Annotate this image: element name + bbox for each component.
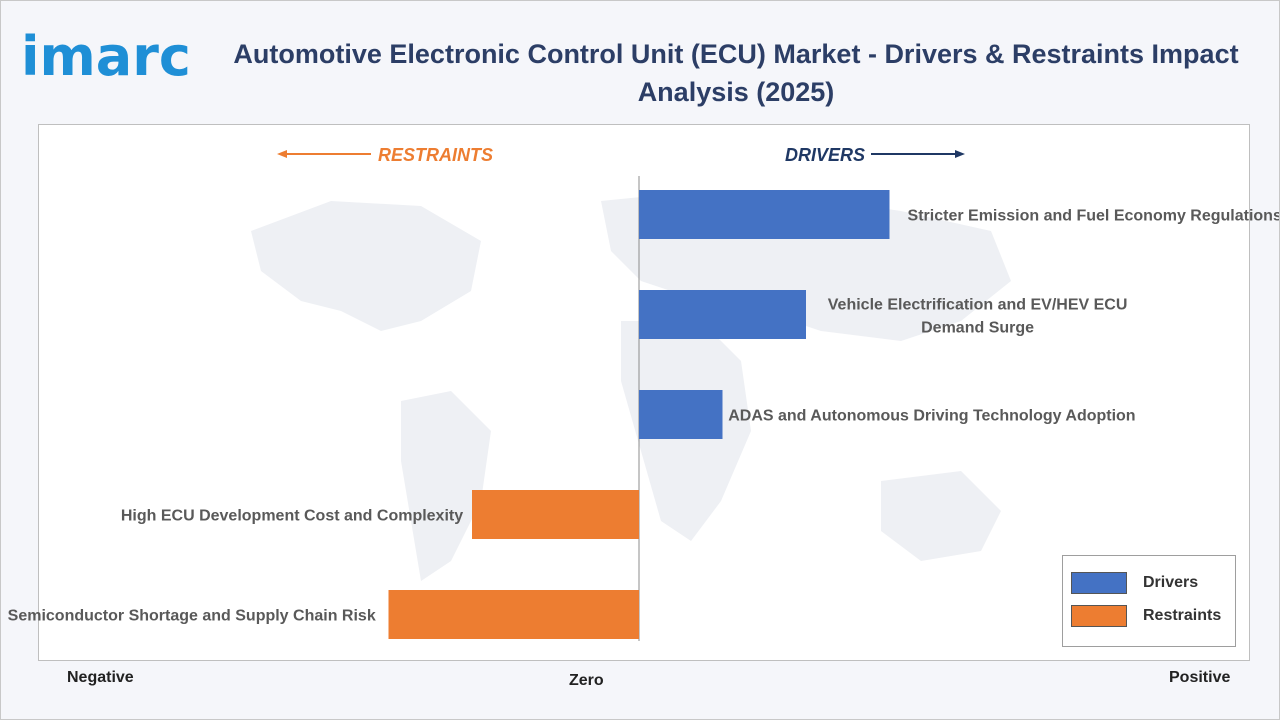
drivers-direction-label: DRIVERS: [785, 145, 865, 165]
bars-group: Stricter Emission and Fuel Economy Regul…: [8, 190, 1279, 639]
legend-label-drivers: Drivers: [1143, 574, 1199, 591]
legend: Drivers Restraints: [1062, 555, 1236, 647]
driver-label-2: Vehicle Electrification and EV/HEV ECU De…: [828, 297, 1128, 337]
restraints-direction-label: RESTRAINTS: [378, 145, 493, 165]
legend-swatch-drivers: [1071, 572, 1127, 594]
restraints-direction: RESTRAINTS: [277, 145, 493, 165]
restraint-label-2: Semiconductor Shortage and Supply Chain …: [8, 608, 376, 625]
restraint-bar-2: [388, 590, 639, 639]
driver-label-3: ADAS and Autonomous Driving Technology A…: [728, 408, 1135, 425]
driver-bar-1: [639, 190, 890, 239]
legend-item-restraints: Restraints: [1071, 605, 1221, 627]
restraint-label-1: High ECU Development Cost and Complexity: [121, 508, 463, 525]
imarc-logo: imarc: [21, 25, 206, 88]
imarc-logo-icon: imarc: [21, 25, 191, 88]
legend-label-restraints: Restraints: [1143, 607, 1222, 624]
driver-bar-2: [639, 290, 806, 339]
axis-label-zero: Zero: [569, 672, 604, 689]
driver-bar-3: [639, 390, 723, 439]
legend-swatch-restraints: [1071, 605, 1127, 627]
axis-label-negative: Negative: [67, 669, 134, 686]
axis-label-positive: Positive: [1169, 669, 1231, 686]
chart-title: Automotive Electronic Control Unit (ECU)…: [233, 39, 1239, 107]
restraint-bar-1: [472, 490, 639, 539]
svg-text:imarc: imarc: [21, 31, 191, 88]
drivers-direction: DRIVERS: [785, 145, 965, 165]
legend-item-drivers: Drivers: [1071, 572, 1198, 594]
driver-label-1: Stricter Emission and Fuel Economy Regul…: [908, 208, 1279, 225]
